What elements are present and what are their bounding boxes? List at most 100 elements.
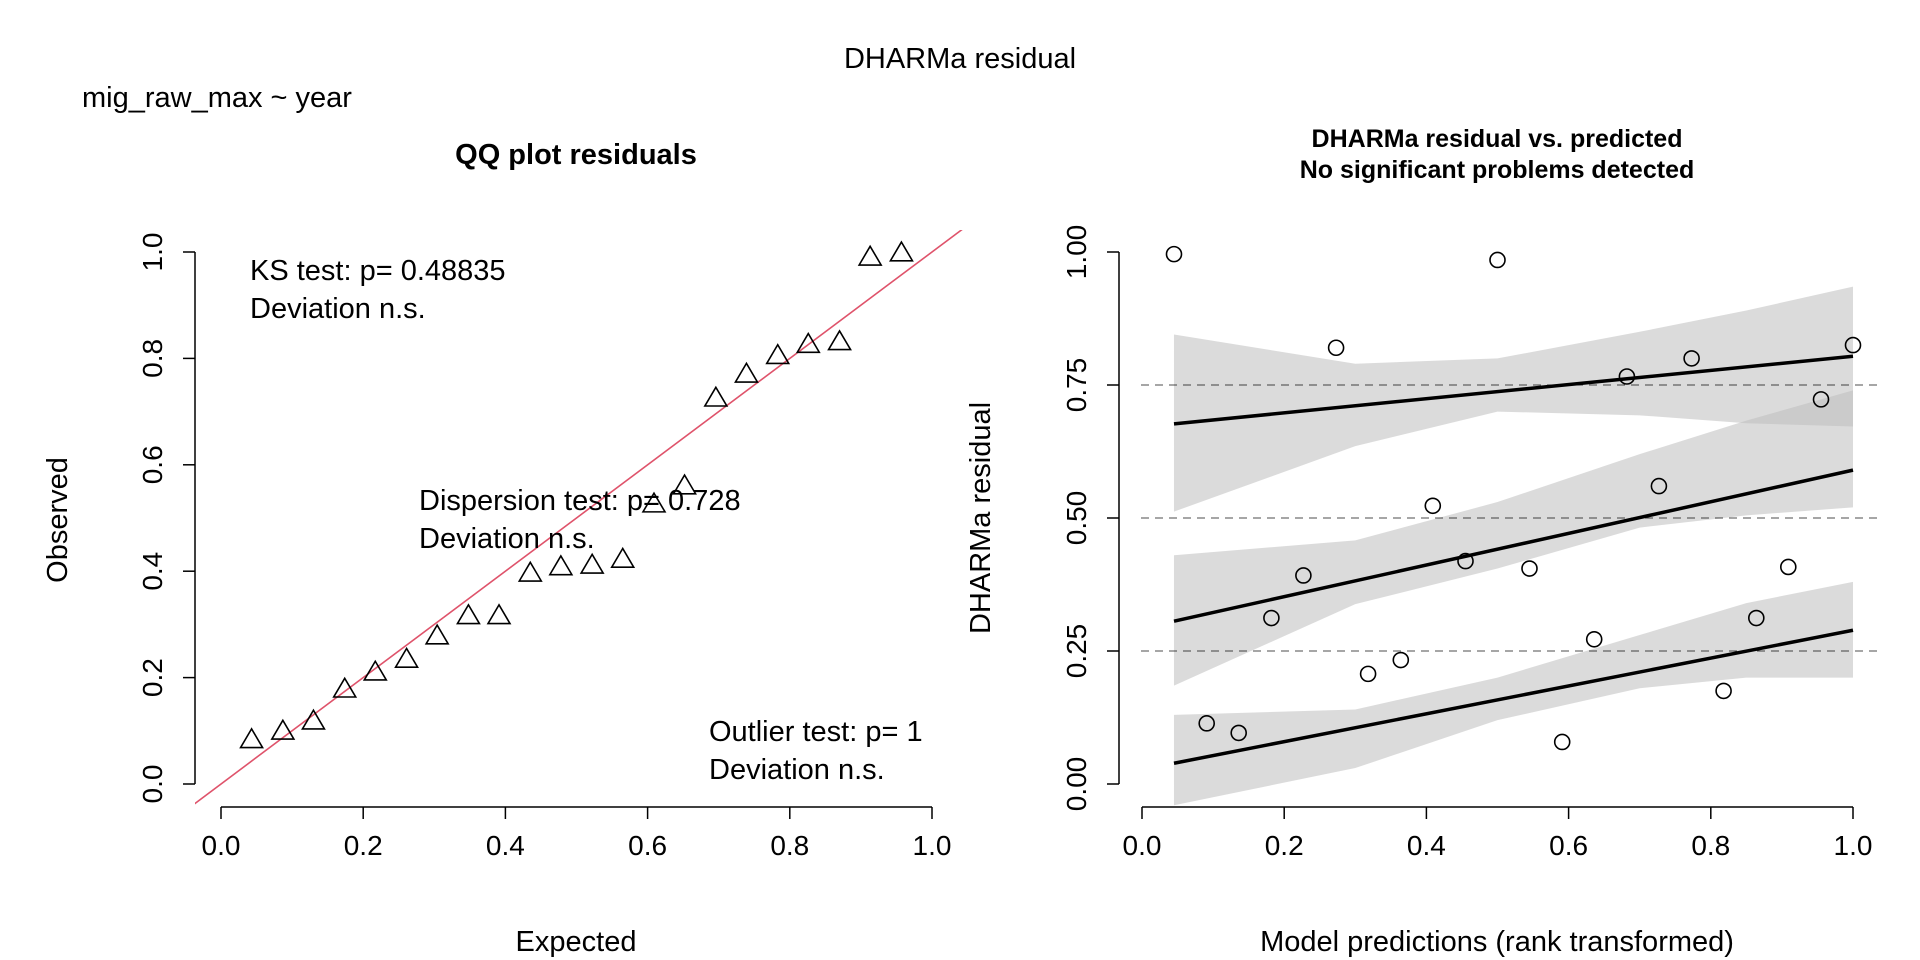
residual-x-axis-label: Model predictions (rank transformed) — [1260, 926, 1734, 958]
residual-points — [1165, 245, 1862, 751]
residual-y-tick-label: 0.00 — [1061, 757, 1092, 812]
residual-point — [1489, 251, 1506, 269]
residual-x-axis: 0.0 0.2 0.4 0.6 0.8 1.0 — [1123, 806, 1873, 861]
residual-y-tick-label: 0.50 — [1061, 491, 1092, 546]
quantile-regression-lines — [1173, 354, 1854, 765]
qq-point — [548, 554, 574, 576]
residual-point — [1424, 497, 1442, 515]
qq-point — [672, 473, 697, 495]
qq-point — [889, 240, 914, 262]
qq-point — [486, 603, 512, 625]
residual-plot-subtitle: No significant problems detected — [1300, 156, 1695, 184]
residual-x-tick-label: 0.8 — [1691, 830, 1730, 861]
qq-points — [239, 240, 914, 749]
residual-point — [1295, 567, 1312, 584]
qq-x-axis-label: Expected — [516, 926, 637, 958]
dispersion-test-line-1: Dispersion test: p= 0.728 — [419, 485, 741, 517]
qq-point — [734, 361, 759, 383]
residual-point — [1844, 336, 1862, 354]
dispersion-test-line-2: Deviation n.s. — [419, 523, 595, 555]
qq-point — [270, 718, 296, 740]
residual-point — [1779, 558, 1797, 576]
ks-test-line-1: KS test: p= 0.48835 — [250, 255, 506, 287]
residual-x-tick-label: 0.2 — [1265, 830, 1304, 861]
quantile-band — [1173, 581, 1853, 806]
qq-y-tick-label: 1.0 — [137, 233, 168, 272]
residual-y-tick-label: 0.25 — [1061, 624, 1092, 679]
qq-y-axis: 0.0 0.2 0.4 0.6 0.8 1.0 — [137, 233, 196, 804]
quantile-fit-line — [1173, 628, 1854, 765]
qq-point — [827, 329, 852, 351]
residual-plot-title: DHARMa residual vs. predicted — [1312, 125, 1683, 153]
residual-x-tick-label: 1.0 — [1834, 830, 1873, 861]
residual-point — [1359, 665, 1377, 683]
figure-title: DHARMa residual — [844, 43, 1076, 75]
residual-point — [1198, 715, 1216, 732]
qq-point — [857, 244, 883, 266]
qq-point — [362, 659, 388, 681]
residual-point — [1392, 651, 1410, 669]
qq-point — [795, 331, 821, 354]
residual-x-tick-label: 0.4 — [1407, 830, 1446, 861]
quantile-confidence-bands — [1173, 286, 1853, 806]
qq-x-tick-label: 0.4 — [486, 830, 525, 861]
qq-y-tick-label: 0.6 — [137, 445, 168, 484]
residual-point — [1585, 630, 1603, 648]
qq-y-tick-label: 0.8 — [137, 339, 168, 378]
quantile-fit-line — [1173, 468, 1854, 623]
outlier-test-line-1: Outlier test: p= 1 — [709, 716, 923, 748]
figure-formula: mig_raw_max ~ year — [82, 82, 352, 114]
quantile-reference-lines — [1141, 384, 1880, 652]
residual-point — [1327, 339, 1345, 357]
residual-point — [1683, 350, 1700, 367]
qq-point — [301, 708, 326, 730]
qq-x-tick-label: 0.2 — [344, 830, 383, 861]
residual-y-tick-label: 1.00 — [1061, 225, 1092, 280]
qq-point — [610, 546, 636, 568]
residual-point — [1618, 368, 1636, 385]
qq-point — [765, 343, 791, 365]
residual-point — [1165, 245, 1183, 263]
qq-plot-title: QQ plot residuals — [455, 139, 697, 171]
qq-point — [641, 491, 667, 513]
qq-point — [394, 646, 419, 669]
qq-y-axis-label: Observed — [42, 457, 74, 583]
qq-point — [456, 603, 481, 625]
residual-point — [1553, 733, 1571, 751]
residual-point — [1748, 609, 1765, 627]
quantile-band — [1173, 390, 1853, 686]
residual-y-tick-label: 0.75 — [1061, 358, 1092, 413]
residual-y-axis: 0.00 0.25 0.50 0.75 1.00 — [1061, 225, 1120, 812]
quantile-band — [1173, 286, 1853, 512]
qq-point — [239, 727, 264, 749]
qq-point — [579, 552, 605, 574]
residual-x-tick-label: 0.0 — [1123, 830, 1162, 861]
qq-x-axis: 0.0 0.2 0.4 0.6 0.8 1.0 — [202, 806, 952, 861]
ks-test-line-2: Deviation n.s. — [250, 293, 426, 325]
residual-point — [1812, 391, 1830, 408]
qq-y-tick-label: 0.2 — [137, 658, 168, 697]
qq-y-tick-label: 0.0 — [137, 765, 168, 804]
residual-point — [1650, 477, 1668, 495]
outlier-test-annotation: Outlier test: p= 1 Deviation n.s. — [709, 716, 923, 786]
residual-x-tick-label: 0.6 — [1549, 830, 1588, 861]
residual-point — [1715, 682, 1732, 700]
qq-x-tick-label: 1.0 — [913, 830, 952, 861]
outlier-test-line-2: Deviation n.s. — [709, 754, 885, 786]
qq-point — [517, 560, 543, 582]
residual-y-axis-label: DHARMa residual — [965, 402, 997, 634]
qq-x-tick-label: 0.0 — [202, 830, 241, 861]
qq-x-tick-label: 0.6 — [628, 830, 667, 861]
qq-x-tick-label: 0.8 — [770, 830, 809, 861]
residual-point — [1457, 552, 1474, 570]
qq-reference-line — [195, 230, 963, 805]
ks-test-annotation: KS test: p= 0.48835 Deviation n.s. — [250, 255, 506, 325]
qq-y-tick-label: 0.4 — [137, 552, 168, 591]
qq-point — [424, 623, 450, 645]
residual-point — [1263, 609, 1280, 627]
residual-point — [1521, 560, 1538, 577]
quantile-fit-line — [1173, 354, 1854, 426]
residual-vs-predicted-panel: DHARMa residual vs. predicted No signifi… — [965, 125, 1880, 958]
qq-point — [332, 676, 358, 698]
residual-point — [1230, 724, 1247, 742]
